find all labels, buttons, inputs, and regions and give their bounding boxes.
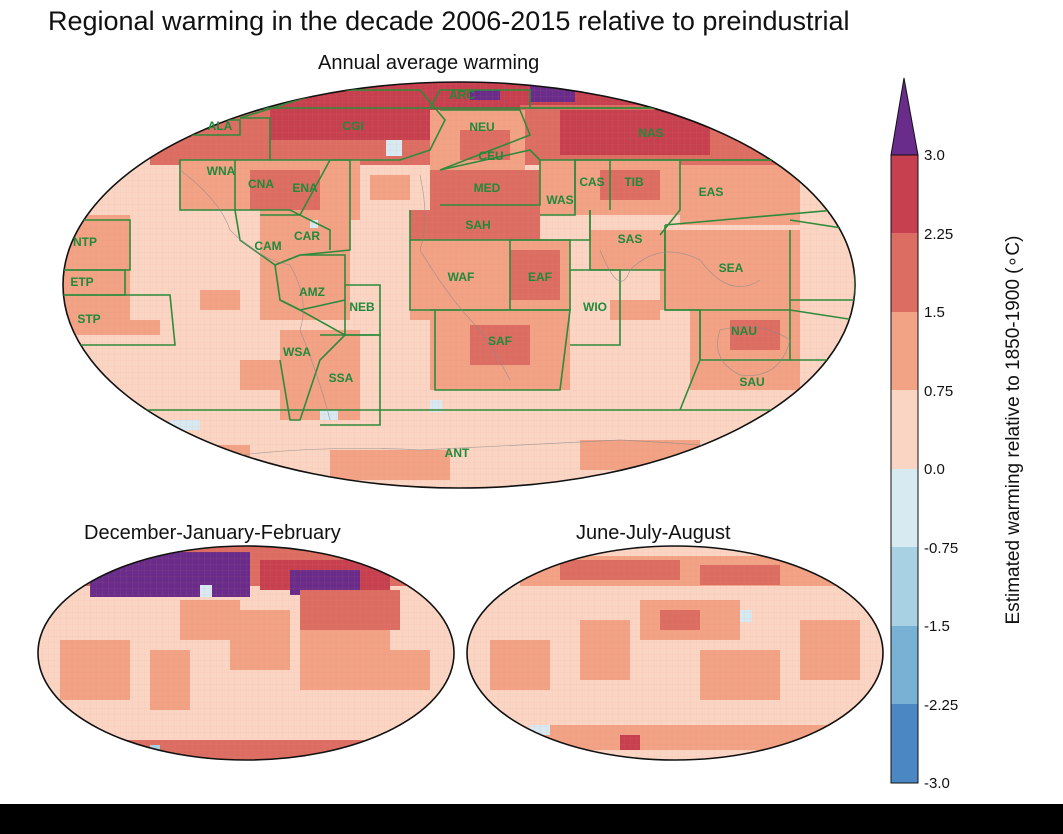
region-label-arc: ARC — [449, 88, 475, 102]
djf-warming-map — [37, 545, 455, 761]
region-label-cna: CNA — [248, 177, 274, 191]
annual-panel-title: Annual average warming — [318, 52, 540, 74]
region-label-nau: NAU — [731, 324, 757, 338]
region-label-eas: EAS — [699, 185, 724, 199]
colorbar-segment — [891, 469, 918, 547]
region-label-eaf: EAF — [528, 270, 552, 284]
region-label-sea: SEA — [719, 261, 744, 275]
region-label-cgi: CGI — [342, 119, 363, 133]
region-labels: ARC ALA CGI NEU CEU NAS WNA CNA ENA MED … — [70, 88, 764, 460]
region-label-wsa: WSA — [283, 345, 311, 359]
colorbar-segment — [891, 233, 918, 312]
region-label-tib: TIB — [624, 175, 644, 189]
colorbar-tick: -1.5 — [924, 618, 950, 635]
colorbar-segment — [891, 626, 918, 704]
region-label-ceu: CEU — [478, 149, 503, 163]
region-label-sah: SAH — [465, 218, 490, 232]
region-label-ntp: NTP — [73, 235, 97, 249]
region-label-was: WAS — [546, 193, 573, 207]
region-label-sau: SAU — [739, 375, 764, 389]
colorbar-tick: -2.25 — [924, 697, 958, 714]
colorbar-extend-arrow — [890, 77, 919, 156]
colorbar-segment — [891, 390, 918, 469]
region-label-ssa: SSA — [329, 371, 354, 385]
colorbar-tick: 1.5 — [924, 304, 945, 321]
colorbar: 3.0 2.25 1.5 0.75 0.0 -0.75 -1.5 -2.25 -… — [890, 77, 1024, 792]
region-label-saf: SAF — [488, 334, 512, 348]
region-label-stp: STP — [77, 312, 100, 326]
region-label-waf: WAF — [448, 270, 475, 284]
djf-panel-title: December-January-February — [84, 522, 341, 544]
region-label-cas: CAS — [579, 175, 604, 189]
region-label-wio: WIO — [583, 300, 607, 314]
region-label-nas: NAS — [638, 126, 663, 140]
region-label-ena: ENA — [292, 181, 318, 195]
region-label-amz: AMZ — [299, 285, 325, 299]
region-label-sas: SAS — [618, 232, 643, 246]
region-label-etp: ETP — [70, 275, 93, 289]
colorbar-tick: -0.75 — [924, 540, 958, 557]
region-label-car: CAR — [294, 229, 320, 243]
region-label-ala: ALA — [208, 119, 233, 133]
jja-panel-title: June-July-August — [576, 522, 731, 544]
colorbar-title: Estimated warming relative to 1850-1900 … — [1003, 236, 1024, 625]
colorbar-segment — [891, 547, 918, 626]
region-label-neu: NEU — [469, 120, 494, 134]
colorbar-segment — [891, 155, 918, 233]
jja-warming-map — [466, 545, 884, 761]
region-label-neb: NEB — [349, 300, 375, 314]
colorbar-tick: -3.0 — [924, 775, 950, 792]
colorbar-segment — [891, 312, 918, 390]
colorbar-tick: 3.0 — [924, 147, 945, 164]
colorbar-tick: 0.75 — [924, 383, 953, 400]
region-label-ant: ANT — [445, 446, 470, 460]
region-label-wna: WNA — [207, 164, 236, 178]
region-label-med: MED — [474, 181, 501, 195]
region-label-cam: CAM — [254, 239, 281, 253]
colorbar-tick: 0.0 — [924, 461, 945, 478]
colorbar-ticks: 3.0 2.25 1.5 0.75 0.0 -0.75 -1.5 -2.25 -… — [924, 147, 958, 792]
colorbar-segment — [891, 704, 918, 783]
annual-warming-map: ARC ALA CGI NEU CEU NAS WNA CNA ENA MED … — [62, 81, 856, 489]
figure-title: Regional warming in the decade 2006-2015… — [48, 6, 850, 36]
footer-bar — [0, 804, 1063, 834]
colorbar-tick: 2.25 — [924, 226, 953, 243]
